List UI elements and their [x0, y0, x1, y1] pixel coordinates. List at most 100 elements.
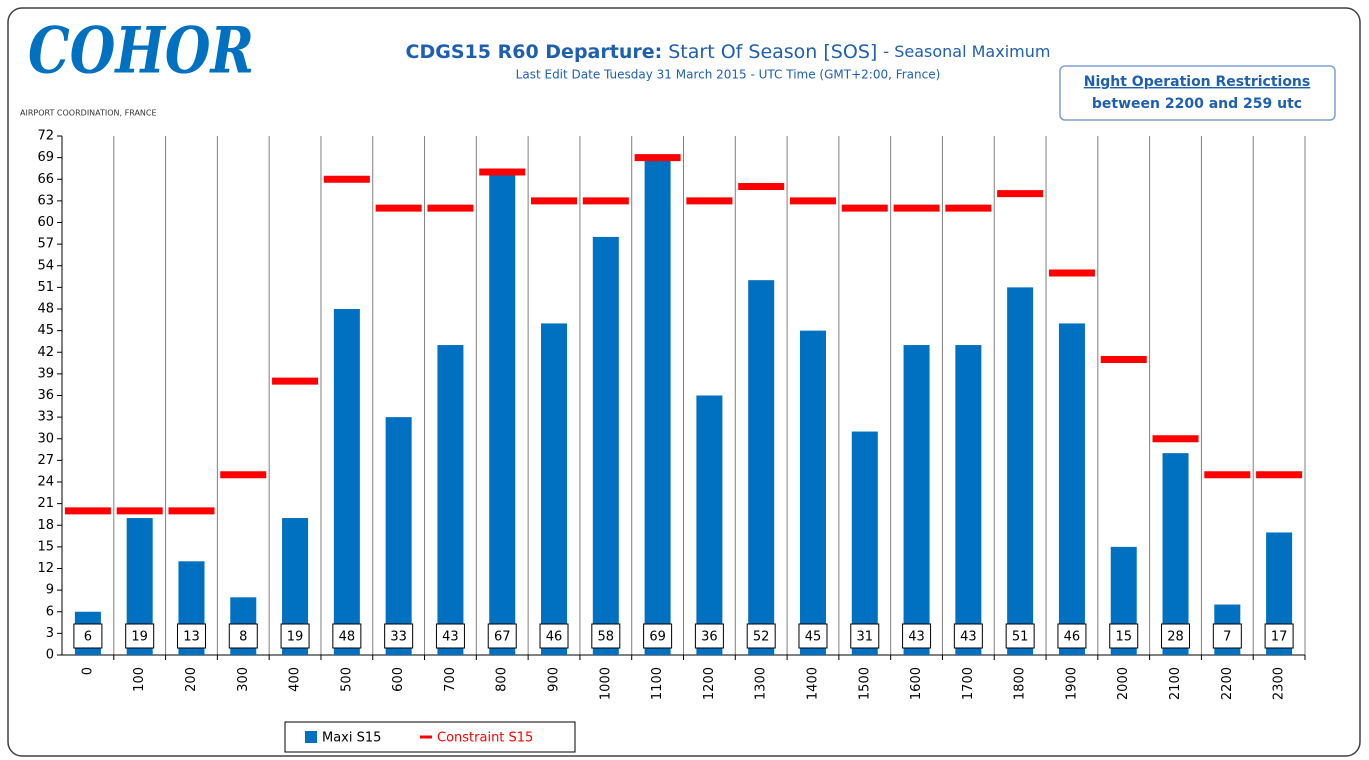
y-tick-label: 15 — [37, 539, 54, 554]
value-label-box — [953, 623, 983, 649]
value-label-box — [1212, 623, 1242, 649]
bar — [748, 280, 775, 655]
value-label-box — [643, 623, 673, 649]
x-tick-label: 300 — [236, 667, 251, 692]
x-tick-label: 1500 — [857, 667, 872, 700]
y-tick-label: 57 — [37, 237, 54, 252]
x-tick-label: 100 — [132, 667, 147, 692]
value-label: 45 — [805, 630, 822, 645]
value-label: 36 — [701, 630, 718, 645]
x-tick-label: 1700 — [961, 667, 976, 700]
bar — [799, 330, 826, 655]
bar — [696, 395, 723, 655]
value-label-box — [228, 623, 258, 649]
bar — [1007, 287, 1034, 655]
y-tick-label: 6 — [46, 604, 54, 619]
x-tick-label: 2300 — [1272, 667, 1287, 700]
y-tick-label: 45 — [37, 323, 54, 338]
value-label-box — [384, 623, 414, 649]
x-tick-label: 1600 — [909, 667, 924, 700]
value-label: 43 — [442, 630, 459, 645]
value-label-box — [332, 623, 362, 649]
x-tick-label: 900 — [547, 667, 562, 692]
bar — [851, 431, 878, 655]
note-title: Night Operation Restrictions — [1084, 74, 1311, 90]
y-tick-label: 54 — [37, 258, 54, 273]
y-tick-label: 42 — [37, 345, 54, 360]
bar — [955, 345, 982, 655]
x-tick-label: 400 — [288, 667, 303, 692]
x-tick-label: 2100 — [1168, 667, 1183, 700]
y-tick-label: 9 — [46, 583, 54, 598]
legend-swatch — [305, 731, 317, 743]
title-main: Start Of Season [SOS] — [668, 41, 877, 63]
value-label: 33 — [390, 630, 407, 645]
value-label: 7 — [1223, 630, 1231, 645]
bar — [592, 236, 619, 655]
y-tick-label: 12 — [37, 561, 54, 576]
x-tick-label: 2000 — [1116, 667, 1131, 700]
value-label-box — [1161, 623, 1191, 649]
value-label: 48 — [339, 630, 356, 645]
value-label: 19 — [131, 630, 148, 645]
title-bold: CDGS15 R60 Departure: — [406, 41, 663, 63]
bar — [489, 172, 516, 655]
note-text: between 2200 and 259 utc — [1092, 96, 1302, 112]
value-label-box — [798, 623, 828, 649]
title-suffix: - Seasonal Maximum — [883, 42, 1050, 61]
value-label: 58 — [598, 630, 615, 645]
y-tick-label: 33 — [37, 410, 54, 425]
x-tick-label: 1100 — [650, 667, 665, 700]
y-tick-label: 63 — [37, 193, 54, 208]
x-tick-label: 0 — [80, 667, 95, 675]
chart-title: CDGS15 R60 Departure: Start Of Season [S… — [406, 41, 1051, 63]
y-tick-label: 3 — [46, 626, 54, 641]
logo-subtitle: AIRPORT COORDINATION, FRANCE — [20, 109, 157, 118]
y-tick-label: 69 — [37, 150, 54, 165]
bar — [385, 417, 412, 655]
value-label-box — [1057, 623, 1087, 649]
x-tick-label: 200 — [184, 667, 199, 692]
value-label: 51 — [1012, 630, 1029, 645]
y-tick-label: 60 — [37, 215, 54, 230]
value-label-box — [280, 623, 310, 649]
bar — [333, 309, 360, 655]
value-label-box — [746, 623, 776, 649]
logo: COHOR — [28, 14, 254, 89]
value-label-box — [591, 623, 621, 649]
value-label: 69 — [649, 630, 666, 645]
value-label: 67 — [494, 630, 511, 645]
y-tick-label: 30 — [37, 431, 54, 446]
value-label: 8 — [239, 630, 247, 645]
x-tick-label: 600 — [391, 667, 406, 692]
legend-label: Constraint S15 — [437, 731, 533, 746]
value-label-box — [1005, 623, 1035, 649]
value-label-box — [539, 623, 569, 649]
value-label: 6 — [84, 630, 92, 645]
value-label-box — [176, 623, 206, 649]
x-tick-label: 800 — [495, 667, 510, 692]
x-tick-label: 500 — [339, 667, 354, 692]
y-tick-label: 27 — [37, 453, 54, 468]
bar — [644, 157, 671, 655]
x-tick-label: 1800 — [1013, 667, 1028, 700]
value-label-box — [487, 623, 517, 649]
value-label: 43 — [960, 630, 977, 645]
x-tick-label: 700 — [443, 667, 458, 692]
y-tick-label: 0 — [46, 648, 54, 663]
x-tick-label: 1200 — [702, 667, 717, 700]
bar — [1058, 323, 1085, 655]
y-tick-label: 21 — [37, 496, 54, 511]
value-label-box — [1264, 623, 1294, 649]
value-label: 13 — [183, 630, 200, 645]
y-tick-label: 36 — [37, 388, 54, 403]
x-tick-label: 1400 — [805, 667, 820, 700]
value-label-box — [435, 623, 465, 649]
value-label: 15 — [1115, 630, 1132, 645]
legend-label: Maxi S15 — [322, 731, 381, 746]
note-box — [1059, 65, 1336, 121]
value-label: 52 — [753, 630, 770, 645]
value-label-box — [850, 623, 880, 649]
x-tick-label: 2200 — [1220, 667, 1235, 700]
